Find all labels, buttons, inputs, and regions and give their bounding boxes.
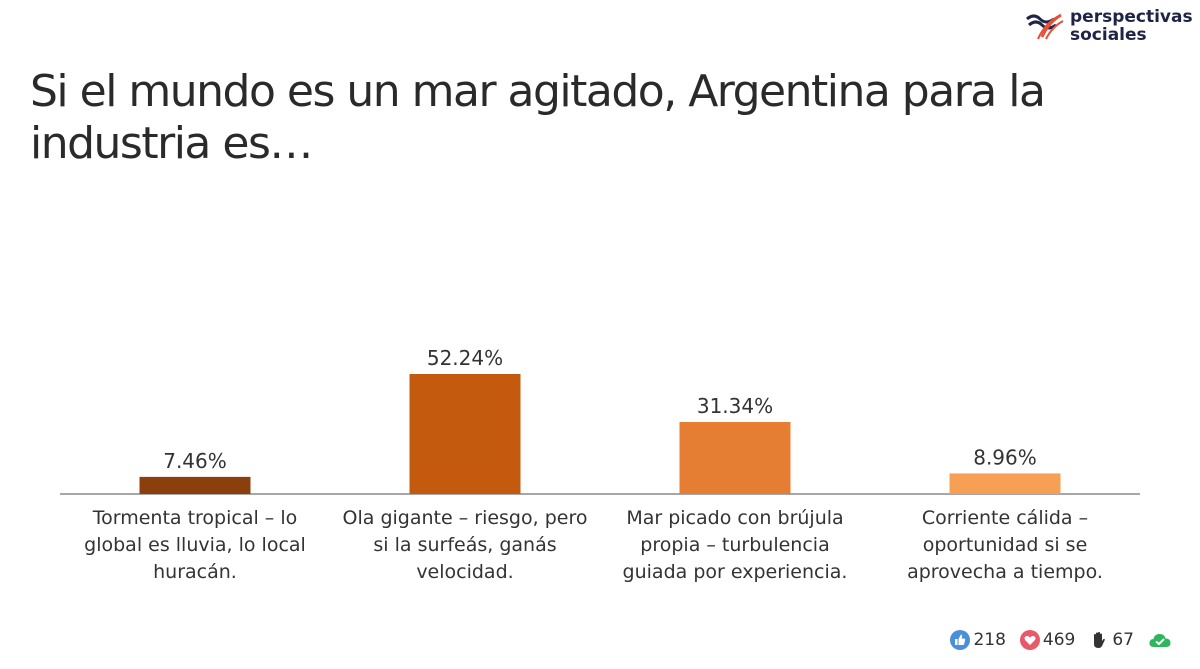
bar — [949, 473, 1061, 494]
data-label: 52.24% — [427, 346, 503, 370]
bar — [409, 374, 521, 494]
category-label: Corriente cálida – — [922, 507, 1088, 529]
like-count: 218 — [973, 630, 1006, 650]
category-label: si la surfeás, ganás — [373, 534, 556, 556]
love-count: 469 — [1042, 630, 1076, 650]
heart-icon — [1019, 630, 1040, 650]
category-label: velocidad. — [416, 561, 513, 583]
page-title: Si el mundo es un mar agitado, Argentina… — [30, 66, 1046, 169]
category-label: aprovecha a tiempo. — [907, 561, 1103, 583]
raised-hand-icon — [1094, 632, 1106, 648]
data-label: 7.46% — [163, 449, 227, 473]
data-label: 8.96% — [973, 445, 1037, 469]
brand-line-2: sociales — [1070, 25, 1147, 45]
category-label: huracán. — [153, 561, 237, 583]
reaction-saved[interactable] — [1148, 630, 1172, 650]
cloud-check-icon — [1149, 634, 1171, 647]
thumbs-up-icon — [950, 630, 971, 650]
category-label: global es lluvia, lo local — [84, 534, 306, 556]
data-label: 31.34% — [697, 394, 773, 418]
bar — [139, 476, 251, 494]
reaction-raise-hand[interactable]: 67 — [1089, 630, 1134, 650]
brand-logo: perspectivas sociales — [1024, 8, 1193, 44]
perspectivas-sociales-logo-icon — [1026, 13, 1064, 40]
reactions-bar: 218 469 67 — [940, 630, 1172, 650]
category-label: oportunidad si se — [923, 534, 1088, 556]
bar-chart: 7.46% Tormenta tropical – lo global es llu… — [60, 346, 1140, 583]
category-label: Mar picado con brújula — [626, 507, 843, 529]
reaction-love[interactable]: 469 — [1019, 630, 1076, 650]
brand-line-1: perspectivas — [1070, 7, 1193, 27]
bar — [679, 422, 791, 494]
category-label: guiada por experiencia. — [623, 561, 848, 583]
reaction-like[interactable]: 218 — [950, 630, 1006, 650]
category-label: Tormenta tropical – lo — [92, 507, 298, 529]
category-label: propia – turbulencia — [640, 534, 829, 556]
raise-hand-count: 67 — [1112, 630, 1134, 650]
category-label: Ola gigante – riesgo, pero — [343, 507, 588, 529]
